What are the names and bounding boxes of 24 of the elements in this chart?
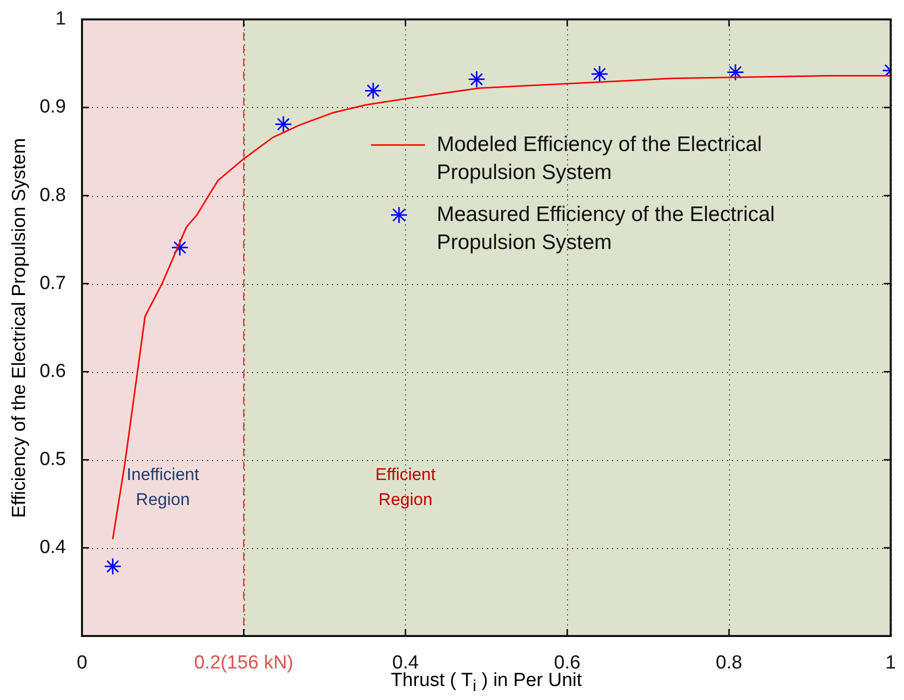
point [364, 82, 382, 100]
y-tick-label: 1 [55, 8, 66, 30]
y-tick-label: 0.8 [40, 184, 66, 206]
point [468, 70, 486, 88]
y-tick-label: 0.5 [40, 449, 66, 470]
point [104, 558, 122, 576]
x-tick-label: 0.2(156 kN) [194, 652, 294, 674]
y-tick-label: 0.6 [40, 360, 66, 382]
point [171, 238, 189, 256]
band-label: Efficient Region [375, 465, 436, 510]
y-tick-label: 0.9 [40, 96, 66, 118]
y-axis-title: Efficiency of the Electrical Propulsion System [9, 138, 31, 518]
point [274, 115, 292, 133]
legend-label: Measured Efficiency of the Electrical Propulsion System [436, 202, 776, 256]
y-tick-label: 0.4 [40, 537, 66, 558]
x-tick-label: 0.8 [716, 652, 742, 674]
point [590, 65, 608, 83]
x-axis-title: Thrust ( T$_{i}$ ) in Per Unit [390, 670, 582, 695]
x-tick-label: 1 [885, 652, 896, 674]
band-label: Inefficient Region [126, 465, 200, 510]
y-tick-label: 0.7 [40, 272, 66, 294]
point [726, 64, 744, 81]
x-tick-label: 0 [76, 652, 88, 674]
legend-label: Modeled Efficiency of the Electrical Propulsion System [436, 132, 763, 186]
